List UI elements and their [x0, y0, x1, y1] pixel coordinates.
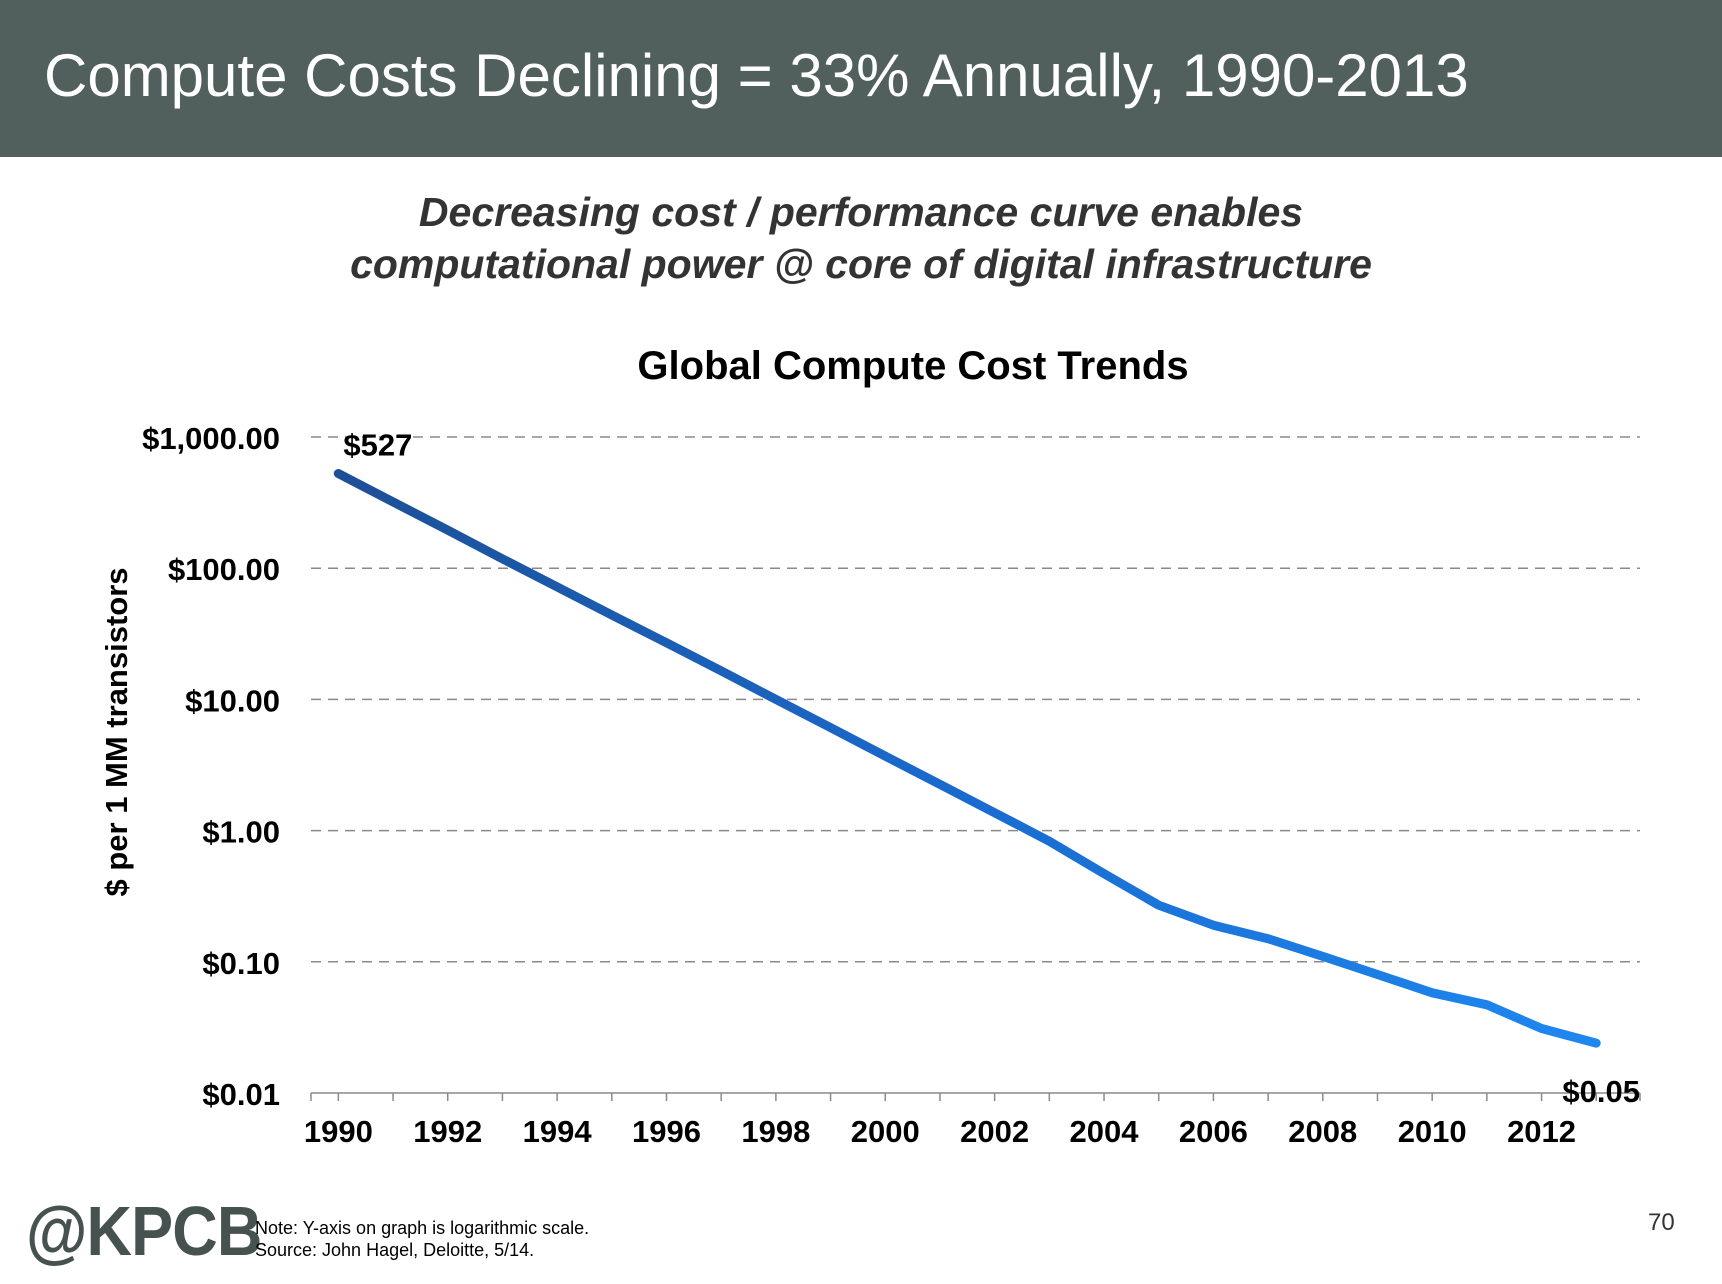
- series-layer: [333, 469, 1601, 1048]
- footnote: Note: Y-axis on graph is logarithmic sca…: [255, 1217, 589, 1261]
- y-tick-label: $10.00: [185, 683, 280, 718]
- chart-title: Global Compute Cost Trends: [637, 344, 1188, 388]
- start-value-label: $527: [343, 427, 412, 462]
- y-tick-label: $1,000.00: [142, 421, 280, 456]
- x-tick-label: 2004: [1070, 1114, 1140, 1149]
- x-tick-label: 2008: [1288, 1114, 1357, 1149]
- x-tick-label: 1992: [413, 1114, 482, 1149]
- kpcb-logo: @KPCB: [26, 1192, 262, 1270]
- x-tick-label: 1990: [304, 1114, 373, 1149]
- grid-lines: [311, 436, 1640, 963]
- slide-title: Compute Costs Declining = 33% Annually, …: [44, 42, 1469, 109]
- footnote-note: Note: Y-axis on graph is logarithmic sca…: [255, 1218, 590, 1238]
- subtitle-line-2: computational power @ core of digital in…: [350, 241, 1372, 287]
- x-tick-label: 1998: [741, 1114, 810, 1149]
- x-tick-label: 1996: [632, 1114, 701, 1149]
- x-axis: [310, 1092, 1641, 1101]
- y-axis-label: $ per 1 MM transistors: [99, 567, 134, 896]
- tick-labels: $0.01 $0.10 $1.00 $10.00 $100.00 $1,000.00 199…: [142, 421, 1576, 1149]
- x-tick-label: 2012: [1507, 1114, 1576, 1149]
- x-tick-label: 2010: [1398, 1114, 1467, 1149]
- x-tick-label: 1994: [523, 1114, 593, 1149]
- x-tick-label: 2002: [960, 1114, 1029, 1149]
- y-tick-label: $0.01: [202, 1077, 280, 1112]
- y-tick-label: $0.10: [202, 946, 280, 981]
- footnote-source: Source: John Hagel, Deloitte, 5/14.: [255, 1240, 535, 1260]
- annotations: $527 $0.05: [343, 427, 1640, 1109]
- end-value-label: $0.05: [1562, 1074, 1640, 1109]
- x-tick-label: 2000: [851, 1114, 920, 1149]
- compute-cost-chart: Global Compute Cost Trends $ per 1 MM tr…: [99, 344, 1641, 1149]
- y-tick-label: $1.00: [202, 815, 280, 850]
- cost-trend-line: [333, 469, 1601, 1048]
- page-number: 70: [1648, 1209, 1675, 1236]
- subtitle-line-1: Decreasing cost / performance curve enab…: [418, 189, 1304, 235]
- slide-header: Compute Costs Declining = 33% Annually, …: [0, 0, 1722, 157]
- x-tick-label: 2006: [1179, 1114, 1248, 1149]
- y-tick-label: $100.00: [168, 552, 280, 587]
- slide-subtitle: Decreasing cost / performance curve enab…: [0, 186, 1722, 290]
